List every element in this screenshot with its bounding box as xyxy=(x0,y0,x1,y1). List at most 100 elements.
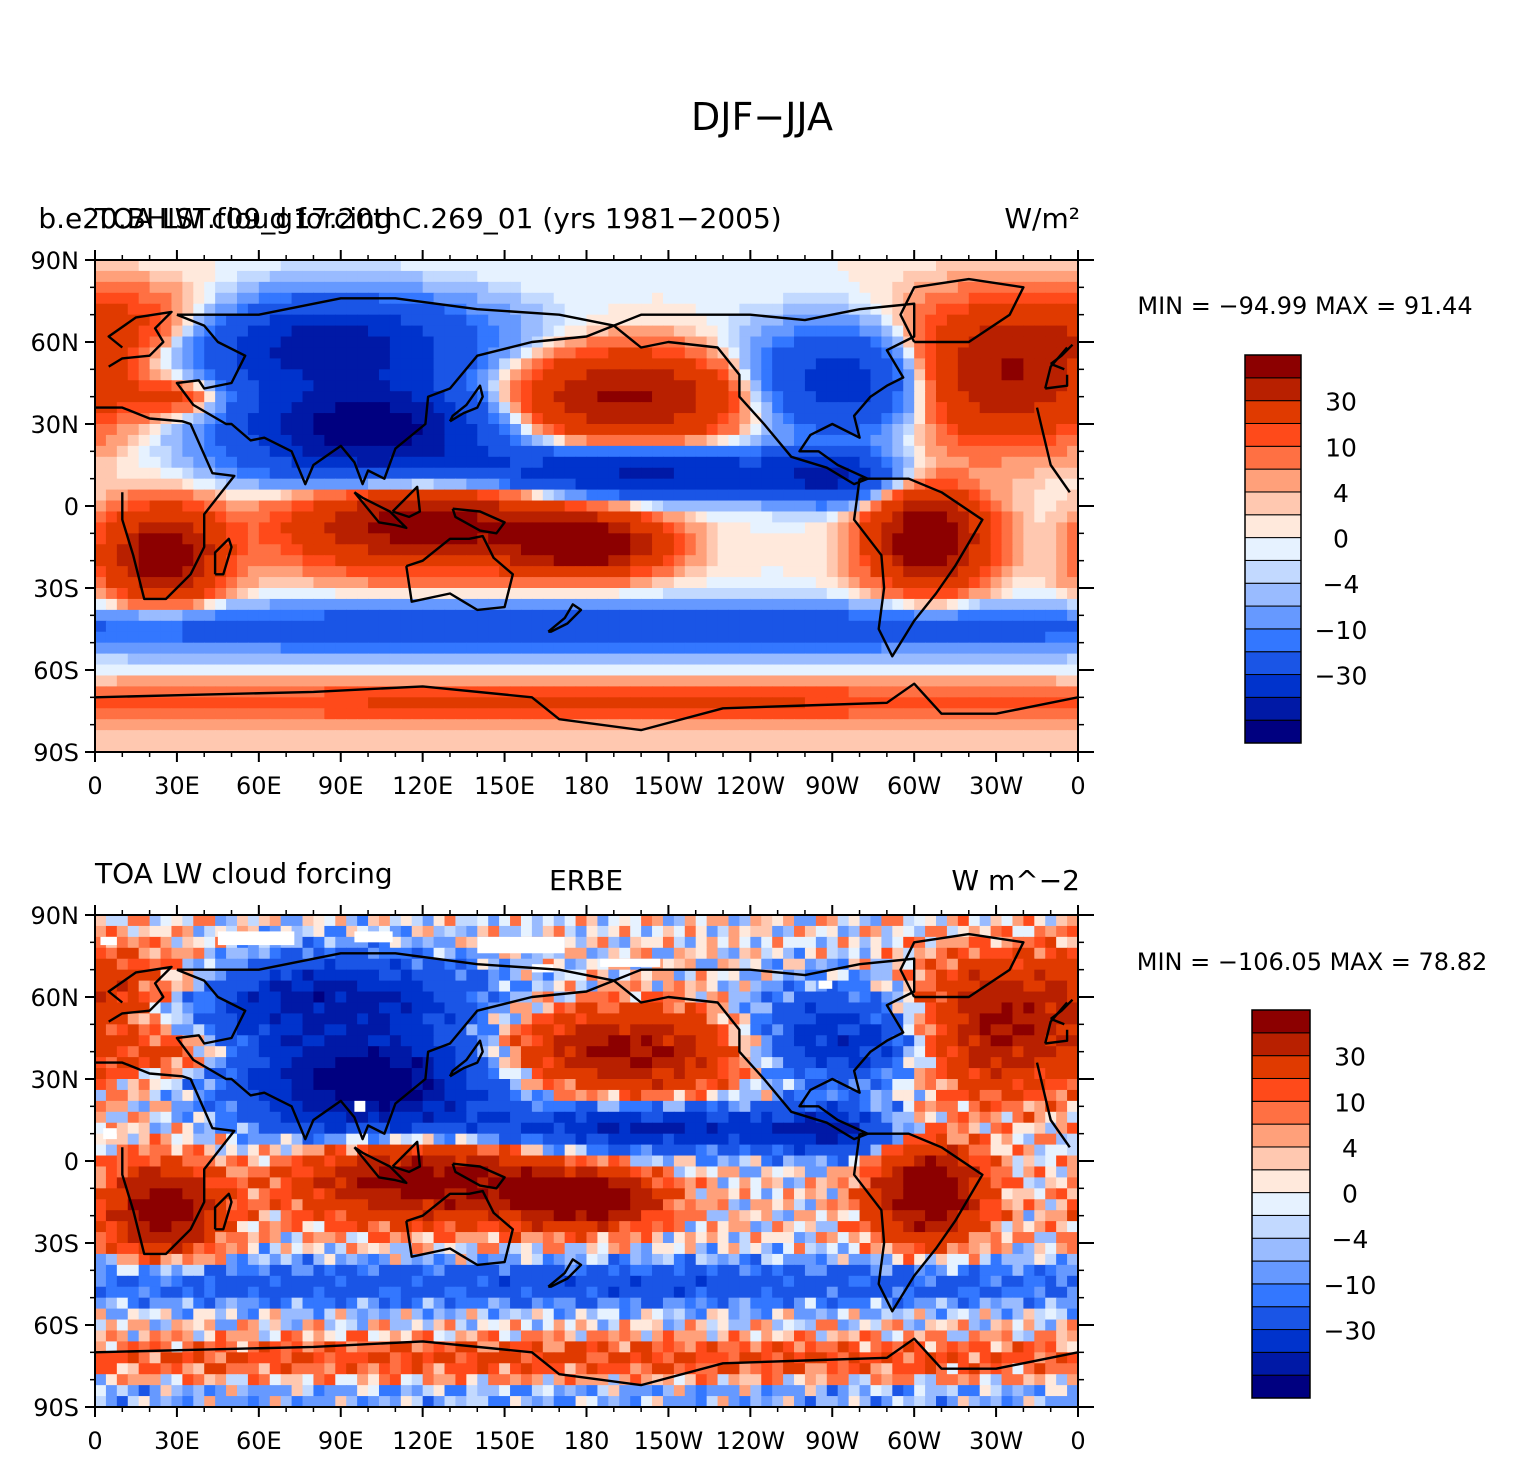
field-cell xyxy=(630,522,642,534)
field-cell xyxy=(761,358,773,370)
field-cell xyxy=(947,599,959,611)
field-cell xyxy=(597,741,609,753)
field-cell xyxy=(117,479,129,491)
field-cell xyxy=(827,577,839,589)
field-cell xyxy=(1056,610,1068,622)
field-cell xyxy=(838,435,850,447)
field-cell xyxy=(161,435,173,447)
field-cell xyxy=(106,544,118,556)
field-cell xyxy=(936,643,948,655)
field-cell xyxy=(488,665,500,677)
field-cell xyxy=(674,632,686,644)
field-cell xyxy=(619,675,631,687)
field-cell xyxy=(936,369,948,381)
field-cell xyxy=(739,654,751,666)
field-cell xyxy=(390,544,402,556)
field-cell xyxy=(750,544,762,556)
field-cell xyxy=(248,675,260,687)
field-cell xyxy=(980,566,992,578)
field-cell xyxy=(455,992,467,1004)
field-cell xyxy=(936,948,948,960)
field-cell xyxy=(619,708,631,720)
field-cell xyxy=(434,468,446,480)
field-cell xyxy=(237,730,249,742)
field-cell xyxy=(685,577,697,589)
field-cell xyxy=(292,675,304,687)
field-cell xyxy=(608,730,620,742)
field-cell xyxy=(477,479,489,491)
field-cell xyxy=(750,522,762,534)
field-cell xyxy=(521,643,533,655)
field-cell xyxy=(379,588,391,600)
field-cell xyxy=(718,599,730,611)
field-cell xyxy=(772,446,784,458)
field-cell xyxy=(772,490,784,502)
field-cell xyxy=(783,992,795,1004)
field-cell xyxy=(324,304,336,316)
field-cell xyxy=(827,446,839,458)
field-cell xyxy=(827,544,839,556)
field-cell xyxy=(969,697,981,709)
field-cell xyxy=(870,501,882,513)
field-cell xyxy=(543,369,555,381)
field-cell xyxy=(565,413,577,425)
field-cell xyxy=(128,697,140,709)
field-cell xyxy=(1045,293,1057,305)
y-tick-label: 0 xyxy=(64,493,79,521)
field-cell xyxy=(728,260,740,272)
field-cell xyxy=(980,446,992,458)
field-cell xyxy=(259,271,271,283)
field-cell xyxy=(303,260,315,272)
field-cell xyxy=(150,271,162,283)
field-cell xyxy=(641,675,653,687)
field-cell xyxy=(608,610,620,622)
field-cell xyxy=(849,730,861,742)
field-cell xyxy=(106,621,118,633)
field-cell xyxy=(324,380,336,392)
field-cell xyxy=(313,282,325,294)
field-cell xyxy=(739,643,751,655)
field-cell xyxy=(259,741,271,753)
field-cell xyxy=(204,926,216,938)
field-cell xyxy=(674,599,686,611)
field-cell xyxy=(980,970,992,982)
field-cell xyxy=(1045,260,1057,272)
field-cell xyxy=(816,326,828,338)
field-cell xyxy=(346,621,358,633)
field-cell xyxy=(641,490,653,502)
field-cell xyxy=(641,315,653,327)
field-cell xyxy=(488,610,500,622)
field-cell xyxy=(958,588,970,600)
field-cell xyxy=(368,358,380,370)
field-cell xyxy=(597,555,609,567)
field-cell xyxy=(674,970,686,982)
field-cell xyxy=(587,380,599,392)
field-cell xyxy=(182,511,194,523)
field-cell xyxy=(150,533,162,545)
field-cell xyxy=(652,391,664,403)
field-cell xyxy=(619,358,631,370)
field-cell xyxy=(685,981,697,993)
field-cell xyxy=(816,533,828,545)
field-cell xyxy=(488,315,500,327)
field-cell xyxy=(1034,490,1046,502)
field-cell xyxy=(783,577,795,589)
field-cell xyxy=(1023,675,1035,687)
field-cell xyxy=(117,632,129,644)
field-cell xyxy=(313,326,325,338)
field-cell xyxy=(630,544,642,556)
field-cell xyxy=(237,511,249,523)
field-cell xyxy=(849,621,861,633)
field-cell xyxy=(619,948,631,960)
field-cell xyxy=(259,391,271,403)
field-cell xyxy=(936,697,948,709)
field-cell xyxy=(303,937,315,949)
field-cell xyxy=(663,697,675,709)
field-cell xyxy=(445,621,457,633)
field-cell xyxy=(772,369,784,381)
field-cell xyxy=(772,675,784,687)
field-cell xyxy=(499,697,511,709)
field-cell xyxy=(466,260,478,272)
field-cell xyxy=(914,708,926,720)
field-cell xyxy=(565,304,577,316)
